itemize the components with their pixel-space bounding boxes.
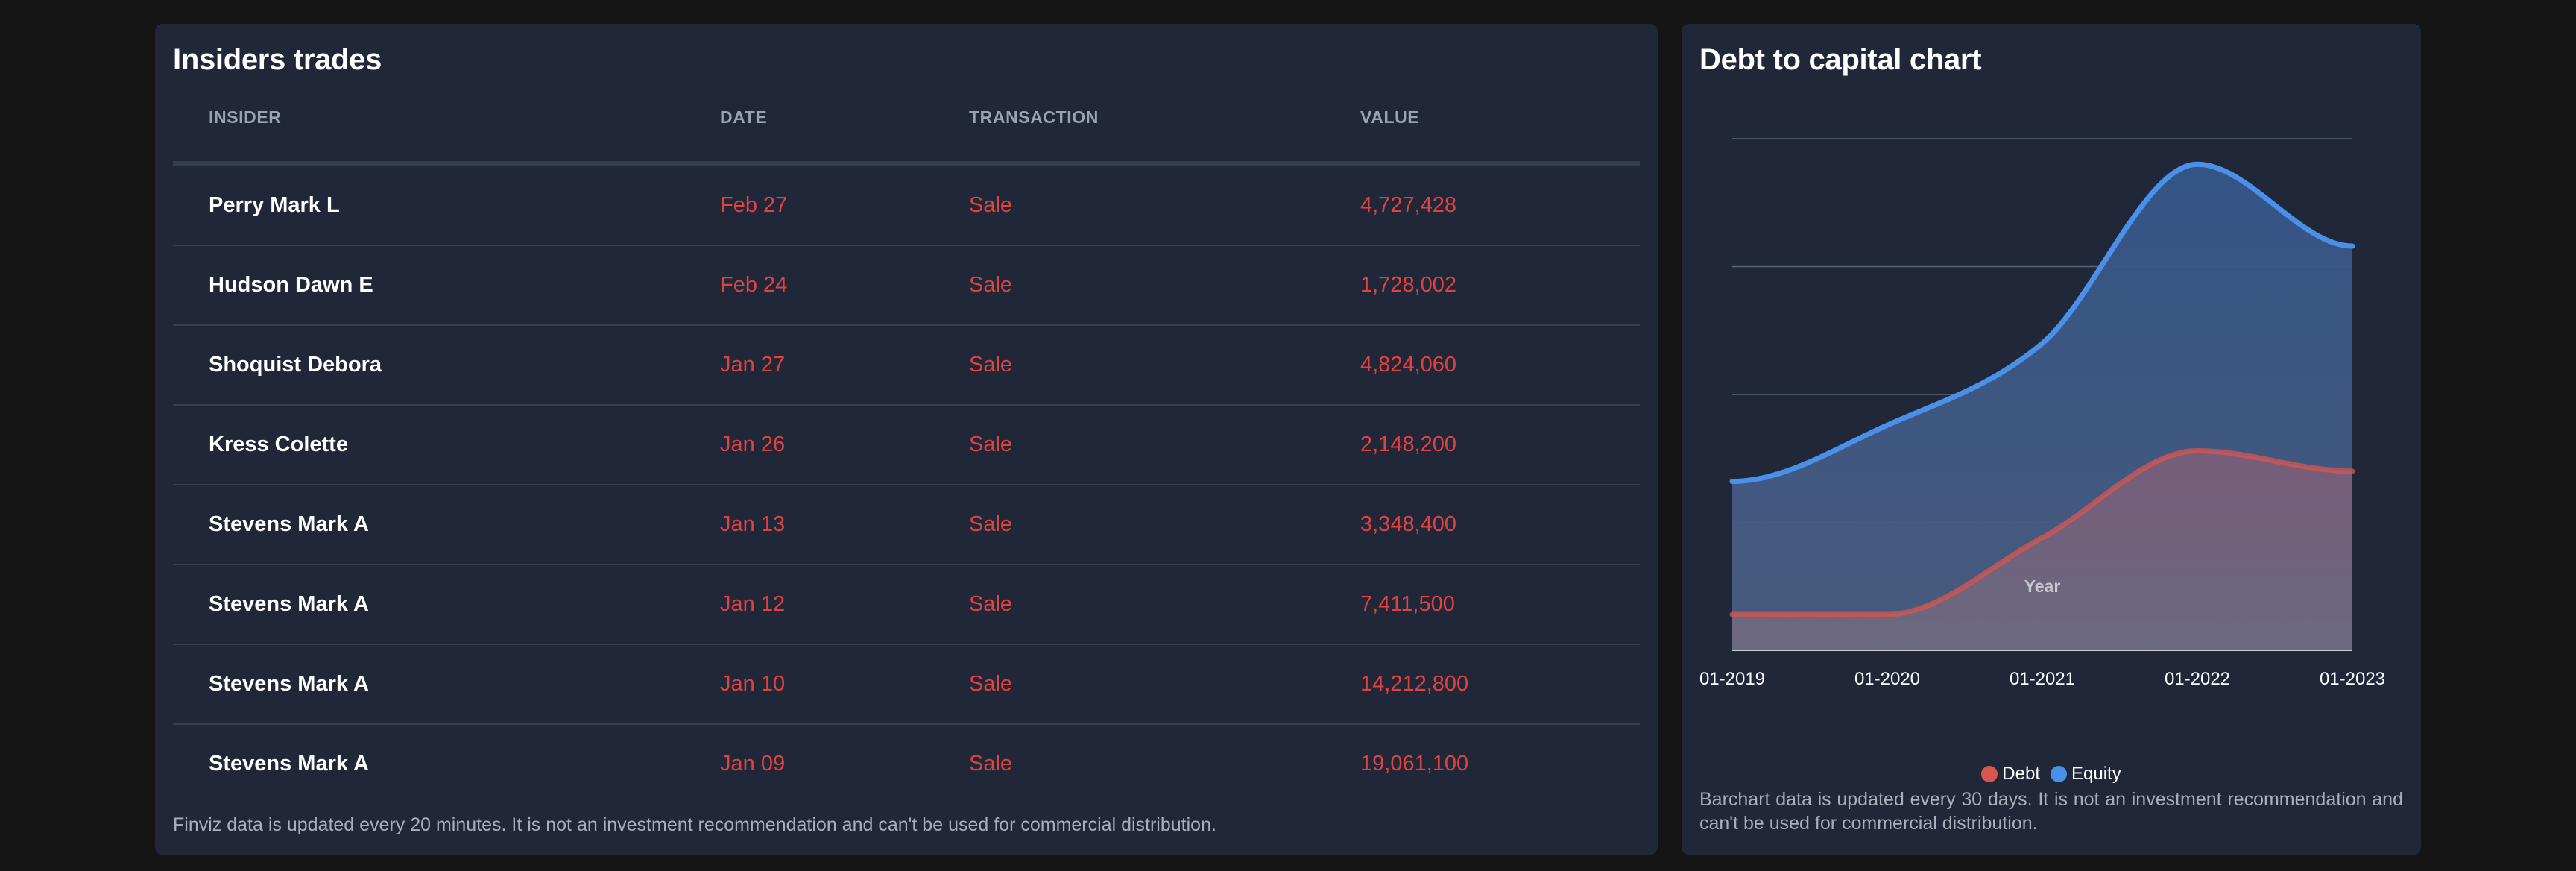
date-cell: Jan 27: [720, 325, 969, 406]
date-cell: Jan 09: [720, 752, 786, 776]
insider-name-cell[interactable]: Stevens Mark A: [209, 752, 369, 776]
x-tick-label: 01-2020: [1854, 669, 1920, 689]
insider-name-cell[interactable]: Stevens Mark A: [173, 644, 720, 725]
legend-swatch-equity: [2051, 766, 2067, 782]
insider-name-cell[interactable]: Stevens Mark A: [173, 485, 720, 565]
date-cell: Feb 27: [720, 163, 969, 246]
insiders-table-body: Perry Mark L Feb 27 Sale 4,727,428 Hudson Da…: [173, 163, 1640, 804]
debt-to-capital-chart: 01-2019 01-2020 01-2021 01-2022 01-2023 Year: [1699, 138, 2385, 689]
value-cell: 1,728,002: [1360, 245, 1640, 326]
value-cell: 3,348,400: [1360, 485, 1640, 565]
table-row[interactable]: Perry Mark L Feb 27 Sale 4,727,428: [173, 163, 1640, 246]
column-header-insider: INSIDER: [173, 107, 720, 166]
legend-label-debt: Debt: [2002, 764, 2040, 784]
debt-to-capital-panel: Debt to capital chart 01-2019 01-2020 01-2…: [1682, 24, 2421, 855]
value-cell: 4,727,428: [1360, 163, 1640, 246]
insiders-trades-panel: Insiders trades INSIDER DATE TRANSACTION…: [155, 24, 1658, 855]
transaction-cell: Sale: [969, 325, 1360, 406]
column-header-date: DATE: [720, 107, 969, 166]
table-row[interactable]: Hudson Dawn E Feb 24 Sale 1,728,002: [173, 245, 1640, 326]
insider-name-cell[interactable]: Stevens Mark A: [173, 565, 720, 645]
value-cell: 14,212,800: [1360, 644, 1640, 725]
table-row[interactable]: Stevens Mark A Jan 13 Sale 3,348,400: [173, 485, 1640, 565]
value-cell: 4,824,060: [1360, 325, 1640, 406]
x-tick-label: 01-2022: [2165, 669, 2230, 689]
column-header-transaction: TRANSACTION: [969, 107, 1360, 166]
insider-name-cell[interactable]: Kress Colette: [173, 405, 720, 485]
legend-label-equity: Equity: [2071, 764, 2121, 784]
debt-chart-footnote: Barchart data is updated every 30 days. …: [1699, 789, 2403, 834]
x-tick-label: 01-2019: [1699, 669, 1765, 689]
x-axis-title: Year: [2024, 576, 2061, 596]
transaction-cell: Sale: [969, 405, 1360, 485]
debt-chart-title: Debt to capital chart: [1699, 43, 1982, 76]
value-cell: 2,148,200: [1360, 405, 1640, 485]
column-header-value: VALUE: [1360, 107, 1640, 166]
table-row[interactable]: Stevens Mark A Jan 10 Sale 14,212,800: [173, 644, 1640, 725]
date-cell: Jan 26: [720, 405, 969, 485]
transaction-cell: Sale: [969, 752, 1013, 776]
x-tick-label: 01-2023: [2320, 669, 2385, 689]
chart-legend: Debt Equity: [1682, 764, 2421, 784]
transaction-cell: Sale: [969, 644, 1360, 725]
table-row[interactable]: Stevens Mark A Jan 09 Sale 19,061,100: [173, 724, 1640, 803]
insiders-footnote: Finviz data is updated every 20 minutes.…: [173, 814, 1216, 835]
value-cell: 19,061,100: [1360, 752, 1469, 776]
table-row[interactable]: Stevens Mark A Jan 12 Sale 7,411,500: [173, 565, 1640, 645]
table-header-row: INSIDER DATE TRANSACTION VALUE: [173, 107, 1640, 166]
insider-name-cell[interactable]: Perry Mark L: [173, 163, 720, 246]
x-tick-label: 01-2021: [2010, 669, 2075, 689]
insiders-table: INSIDER DATE TRANSACTION VALUE Perry Mar…: [173, 107, 1640, 803]
value-cell: 7,411,500: [1360, 565, 1640, 645]
date-cell: Jan 13: [720, 485, 969, 565]
legend-swatch-debt: [1981, 766, 1998, 782]
equity-line: [1729, 161, 2355, 485]
debt-line: [1729, 447, 2355, 617]
table-row[interactable]: Kress Colette Jan 26 Sale 2,148,200: [173, 405, 1640, 485]
legend-item-debt[interactable]: Debt: [1981, 764, 2040, 784]
transaction-cell: Sale: [969, 245, 1360, 326]
transaction-cell: Sale: [969, 163, 1360, 246]
insider-name-cell[interactable]: Hudson Dawn E: [173, 245, 720, 326]
date-cell: Jan 10: [720, 644, 969, 725]
legend-item-equity[interactable]: Equity: [2051, 764, 2121, 784]
insiders-trades-title: Insiders trades: [173, 43, 382, 76]
table-row[interactable]: Shoquist Debora Jan 27 Sale 4,824,060: [173, 325, 1640, 406]
insider-name-cell[interactable]: Shoquist Debora: [173, 325, 720, 406]
debt-area: [1732, 450, 2352, 650]
date-cell: Feb 24: [720, 245, 969, 326]
transaction-cell: Sale: [969, 565, 1360, 645]
date-cell: Jan 12: [720, 565, 969, 645]
transaction-cell: Sale: [969, 485, 1360, 565]
